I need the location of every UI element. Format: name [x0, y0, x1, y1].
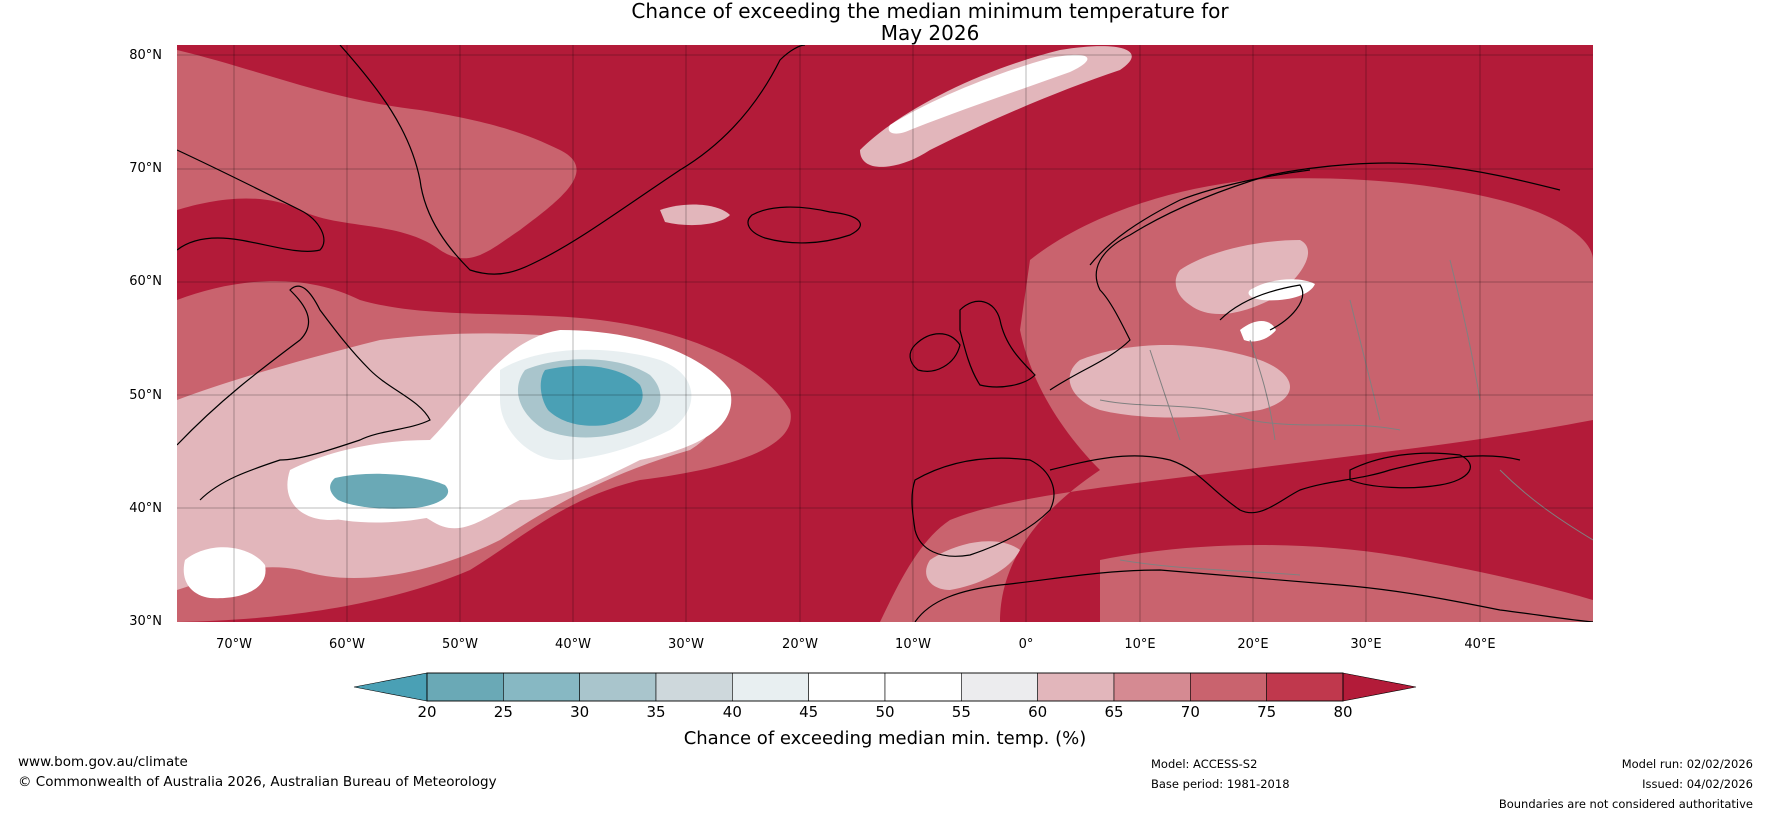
footer-base-period: Base period: 1981-2018 — [1151, 777, 1290, 791]
scandinavia-coast — [1089, 169, 1311, 331]
lon-label-60w: 60°W — [329, 637, 365, 652]
north-america-coast — [177, 285, 431, 501]
colorbar-bin — [732, 672, 809, 702]
contour-45-55-scandinavia — [1248, 279, 1315, 301]
lon-label-70w: 70°W — [216, 637, 252, 652]
colorbar-label: Chance of exceeding median min. temp. (%… — [683, 728, 1087, 749]
lon-label-40e: 40°E — [1464, 637, 1496, 652]
lon-label-50w: 50°W — [442, 637, 478, 652]
europe-coast — [1049, 162, 1561, 391]
graticule — [177, 45, 1593, 622]
colorbar-bin — [503, 672, 580, 702]
colorbar-tick-label: 50 — [875, 703, 895, 721]
lon-label-10e: 10°E — [1124, 637, 1156, 652]
footer-model: Model: ACCESS-S2 — [1151, 757, 1258, 771]
lon-label-0: 0° — [1018, 637, 1034, 652]
colorbar-tick-label: 25 — [493, 703, 513, 721]
mediterranean-north-coast — [1049, 455, 1521, 514]
colorbar-bin — [579, 672, 657, 702]
lon-label-30e: 30°E — [1350, 637, 1382, 652]
iberia-coast — [911, 457, 1055, 557]
lon-label-30w: 30°W — [668, 637, 704, 652]
colorbar-bin — [961, 672, 1038, 702]
colorbar-bin — [884, 672, 962, 702]
lat-label-30n: 30°N — [129, 614, 162, 629]
colorbar-high-extension — [1342, 672, 1417, 702]
colorbar-bin — [808, 672, 886, 702]
contour-45-55-arctic — [888, 54, 1088, 134]
contour-45-55-far-sw — [183, 547, 266, 599]
coastlines — [177, 45, 1593, 622]
lon-label-20w: 20°W — [782, 637, 818, 652]
iceland-coast — [747, 206, 861, 244]
colorbar-bin — [655, 672, 733, 702]
contour-below-20-west — [540, 365, 643, 426]
contour-60-65-iberia — [926, 541, 1020, 590]
lon-label-10w: 10°W — [895, 637, 931, 652]
map-title: Chance of exceeding the median minimum t… — [0, 0, 1770, 44]
black-sea-coast — [1349, 452, 1471, 489]
baffin-coast — [177, 149, 325, 252]
footer-disclaimer: Boundaries are not considered authoritat… — [1498, 797, 1753, 811]
lat-label-40n: 40°N — [129, 501, 162, 516]
footer-model-run: Model run: 02/02/2026 — [1621, 757, 1753, 771]
colorbar-tick-label: 30 — [570, 703, 590, 721]
colorbar-low-extension — [353, 672, 428, 702]
colorbar-bin — [1113, 672, 1191, 702]
colorbar-outline — [426, 672, 1344, 702]
colorbar-tick-label: 20 — [417, 703, 437, 721]
colorbar-tick-label: 40 — [722, 703, 742, 721]
colorbar-tick-label: 70 — [1180, 703, 1200, 721]
lat-label-50n: 50°N — [129, 388, 162, 403]
contour-60-65-arctic — [860, 46, 1132, 167]
footer-website: www.bom.gov.au/climate — [18, 754, 188, 770]
colorbar-bin — [1266, 672, 1344, 702]
lat-label-60n: 60°N — [129, 274, 162, 289]
colorbar-tick-label: 55 — [951, 703, 971, 721]
lat-label-70n: 70°N — [129, 161, 162, 176]
africa-coast — [914, 569, 1593, 622]
contour-60-65-iceland-sea — [660, 204, 730, 226]
colorbar-tick-label: 35 — [646, 703, 666, 721]
ireland-coast — [909, 333, 961, 372]
greenland-coast — [339, 45, 806, 275]
title-line-1: Chance of exceeding the median minimum t… — [631, 0, 1229, 23]
footer-copyright: © Commonwealth of Australia 2026, Austra… — [18, 774, 497, 790]
contour-45-55-sweden — [1240, 321, 1276, 342]
colorbar-bin — [1037, 672, 1115, 702]
contour-70-75-north-africa — [1100, 545, 1593, 622]
contour-60-65-europe — [1069, 345, 1290, 418]
lon-label-40w: 40°W — [555, 637, 591, 652]
lat-label-80n: 80°N — [129, 48, 162, 63]
britain-coast — [959, 300, 1036, 388]
colorbar-bin — [1190, 672, 1267, 702]
contour-20-25-sw — [330, 473, 449, 509]
contour-70-75-greenland — [177, 50, 577, 259]
colorbar-bin — [426, 672, 504, 702]
title-line-2: May 2026 — [880, 21, 980, 45]
colorbar-tick-label: 75 — [1257, 703, 1277, 721]
lon-label-20e: 20°E — [1237, 637, 1269, 652]
footer-issued: Issued: 04/02/2026 — [1642, 777, 1753, 791]
colorbar-tick-label: 45 — [799, 703, 819, 721]
colorbar-tick-label: 60 — [1028, 703, 1048, 721]
colorbar-tick-label: 65 — [1104, 703, 1124, 721]
country-borders — [1099, 259, 1593, 576]
colorbar-tick-label: 80 — [1333, 703, 1353, 721]
